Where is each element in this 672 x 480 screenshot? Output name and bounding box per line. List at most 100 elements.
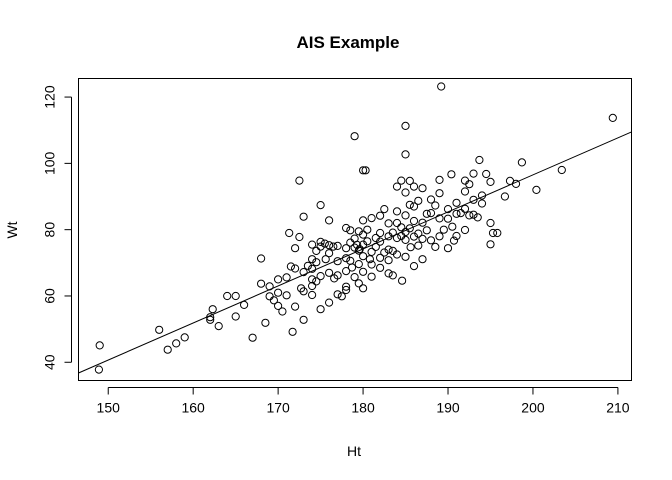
data-point xyxy=(359,267,368,276)
data-point xyxy=(333,241,342,250)
data-point xyxy=(388,228,397,237)
data-point xyxy=(460,187,470,196)
data-point xyxy=(401,121,410,131)
data-point xyxy=(414,241,423,250)
data-point xyxy=(418,234,427,243)
data-point xyxy=(460,225,470,235)
data-point xyxy=(475,155,484,165)
data-point xyxy=(180,333,189,342)
data-point xyxy=(312,258,321,267)
data-point xyxy=(392,218,402,228)
data-point xyxy=(278,307,287,316)
data-point xyxy=(346,256,355,265)
y-axis-label: Wt xyxy=(4,221,20,238)
data-point xyxy=(384,256,393,265)
data-point xyxy=(333,271,342,280)
data-point xyxy=(359,284,368,293)
data-point xyxy=(409,216,419,226)
data-point xyxy=(285,228,294,238)
data-point xyxy=(376,228,385,238)
y-tick-label: 60 xyxy=(42,288,58,304)
data-point xyxy=(291,244,300,253)
data-point xyxy=(265,282,274,291)
data-point xyxy=(384,245,393,254)
data-point xyxy=(452,231,461,241)
data-point xyxy=(392,182,402,191)
data-point xyxy=(511,179,521,188)
data-point xyxy=(401,211,410,220)
data-point xyxy=(95,341,104,350)
data-point xyxy=(274,275,283,284)
y-tick-label: 100 xyxy=(42,151,58,175)
data-point xyxy=(265,292,274,301)
data-point xyxy=(231,291,240,301)
x-tick-label: 150 xyxy=(97,400,121,416)
data-point xyxy=(488,228,498,238)
x-tick-label: 180 xyxy=(351,400,375,416)
data-point xyxy=(172,339,181,348)
data-point xyxy=(261,318,270,327)
data-point xyxy=(286,262,295,271)
data-point xyxy=(308,255,317,264)
data-point xyxy=(206,313,215,322)
data-point xyxy=(401,235,410,244)
data-point xyxy=(223,291,232,301)
data-point xyxy=(392,250,402,259)
data-point xyxy=(431,242,440,251)
data-point xyxy=(465,180,474,189)
data-point xyxy=(477,191,487,200)
data-point xyxy=(398,276,407,285)
data-point xyxy=(447,170,456,179)
data-point xyxy=(337,292,346,301)
y-tick-label: 80 xyxy=(42,222,58,238)
data-point xyxy=(384,219,393,228)
data-point xyxy=(367,260,376,269)
data-point xyxy=(422,226,431,235)
data-point xyxy=(448,222,457,231)
data-point xyxy=(452,209,461,218)
data-point xyxy=(359,166,368,175)
data-point xyxy=(291,264,300,273)
data-point xyxy=(460,204,470,213)
data-point xyxy=(308,275,317,284)
data-point xyxy=(367,214,376,223)
plot-area-frame xyxy=(78,78,632,381)
data-point xyxy=(500,192,509,201)
data-point xyxy=(422,209,431,218)
data-point xyxy=(409,202,419,211)
y-tick-label: 40 xyxy=(42,354,58,370)
data-point xyxy=(409,262,419,271)
data-point xyxy=(354,260,363,269)
data-point xyxy=(333,290,342,299)
data-point xyxy=(376,237,385,246)
data-point xyxy=(380,205,389,214)
data-point xyxy=(312,246,321,255)
data-point xyxy=(299,212,308,221)
data-point xyxy=(405,224,414,233)
data-point xyxy=(329,242,338,251)
data-point xyxy=(295,176,304,185)
data-point xyxy=(361,166,370,175)
data-point xyxy=(320,239,329,248)
data-point xyxy=(342,285,351,295)
data-point xyxy=(342,223,351,233)
x-tick-label: 170 xyxy=(266,400,290,416)
data-point xyxy=(325,216,334,225)
regression-fit xyxy=(78,131,632,374)
data-point xyxy=(308,264,317,273)
data-point xyxy=(409,232,419,241)
data-point xyxy=(325,249,334,258)
y-tick-label: 120 xyxy=(42,85,58,109)
chart-title: AIS Example xyxy=(297,33,400,52)
data-point xyxy=(240,300,249,309)
data-point xyxy=(291,302,300,311)
data-point xyxy=(359,230,368,239)
data-point xyxy=(359,216,368,225)
data-point xyxy=(388,271,397,280)
data-point xyxy=(359,252,368,261)
data-point xyxy=(486,177,495,186)
data-point xyxy=(316,305,325,314)
data-point xyxy=(376,263,385,272)
